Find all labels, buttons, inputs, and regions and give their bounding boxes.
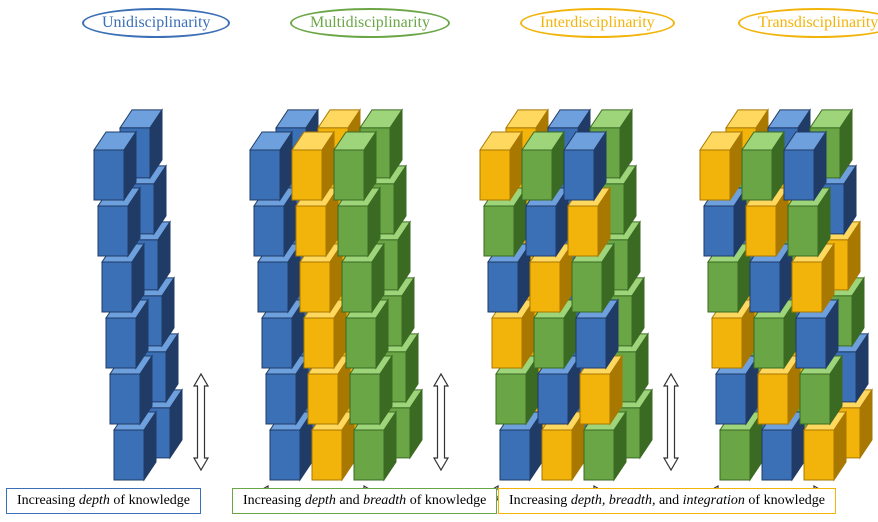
caption-inter: Increasing depth, breadth, and integrati… (498, 488, 836, 514)
diagram-canvas (0, 0, 878, 522)
cube-yellow (480, 132, 522, 200)
arrow-vertical (664, 374, 678, 470)
caption-multi: Increasing depth and breadth of knowledg… (232, 488, 497, 514)
cube-blue (564, 132, 606, 200)
cube-green (522, 132, 564, 200)
cube-blue (784, 132, 826, 200)
cube-yellow (700, 132, 742, 200)
cube-green (334, 132, 376, 200)
arrow-vertical (434, 374, 448, 470)
header-inter: Interdisciplinarity (520, 8, 675, 38)
header-multi: Multidisciplinarity (290, 8, 450, 38)
cube-blue (250, 132, 292, 200)
cube-blue (94, 132, 136, 200)
cube-yellow (292, 132, 334, 200)
header-uni: Unidisciplinarity (82, 8, 230, 38)
arrow-vertical (194, 374, 208, 470)
cube-green (742, 132, 784, 200)
caption-uni: Increasing depth of knowledge (6, 488, 201, 514)
